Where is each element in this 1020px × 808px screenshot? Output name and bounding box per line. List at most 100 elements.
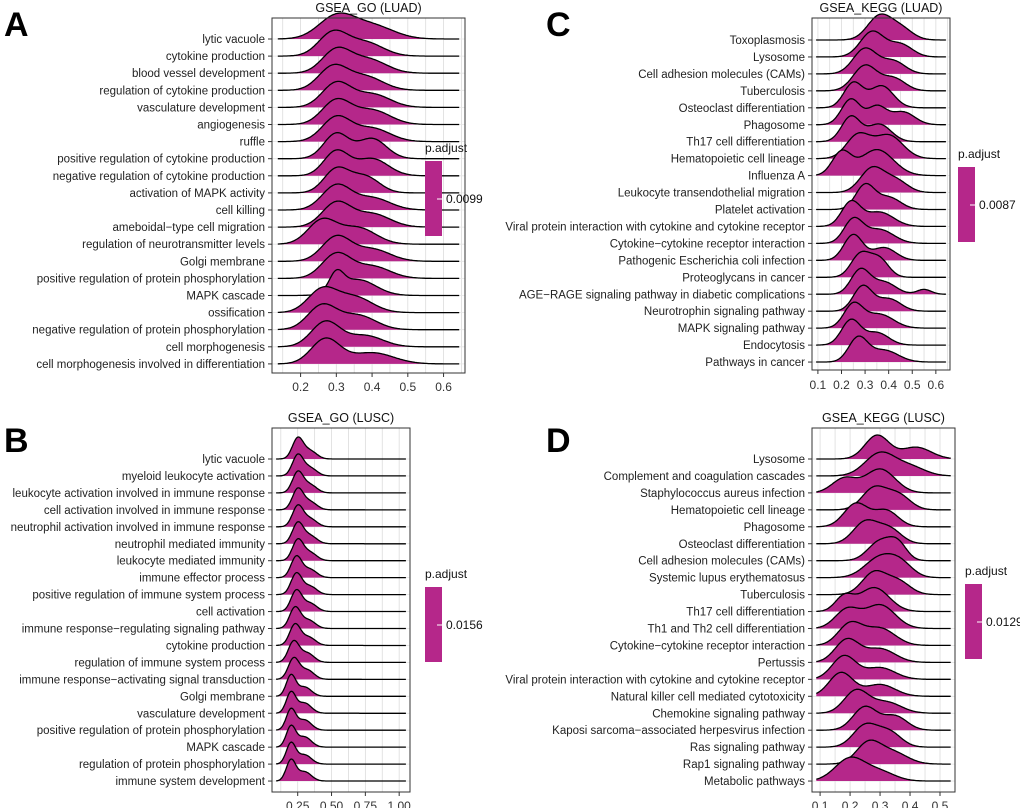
ridge-line xyxy=(276,521,406,545)
ridge-line xyxy=(816,468,951,494)
ridge-fill xyxy=(816,672,951,697)
row-label: Toxoplasmosis xyxy=(730,35,806,47)
row-label: Osteoclast differentiation xyxy=(679,103,805,115)
x-tick-label: 0.2 xyxy=(292,380,309,394)
ridge-line xyxy=(816,603,951,630)
ridge-fill xyxy=(816,336,946,363)
ridge-line xyxy=(276,436,406,460)
ridge-fill xyxy=(276,538,406,561)
ridge-line xyxy=(816,13,946,41)
x-tick-label: 0.6 xyxy=(435,380,452,394)
ridge-line xyxy=(816,434,951,460)
x-tick-label: 0.2 xyxy=(833,378,850,392)
ridge-line xyxy=(276,605,406,630)
row-label: positive regulation of immune system pro… xyxy=(32,590,265,602)
row-label: Cytokine−cytokine receptor interaction xyxy=(610,238,805,250)
ridge-line xyxy=(276,758,406,782)
ridge-fill xyxy=(816,519,951,544)
ridge-fill xyxy=(816,285,946,312)
x-tick-label: 0.4 xyxy=(880,378,897,392)
ridge-line xyxy=(277,217,460,245)
row-label: Hematopoietic cell lineage xyxy=(671,154,805,166)
ridge-line xyxy=(276,741,406,765)
ridge-line xyxy=(276,707,406,731)
ridge-line xyxy=(276,453,406,477)
ridge-fill xyxy=(277,218,460,245)
legend-value: 0.0156 xyxy=(446,618,483,632)
ridge-line xyxy=(816,519,951,545)
ridge-fill xyxy=(277,13,460,39)
ridge-fill xyxy=(816,251,946,278)
row-label: lytic vacuole xyxy=(202,454,265,466)
ridge-line xyxy=(816,115,946,143)
row-label: cytokine production xyxy=(166,51,265,63)
row-label: positive regulation of protein phosphory… xyxy=(37,273,265,285)
ridge-fill xyxy=(276,742,406,765)
x-tick-label: 0.1 xyxy=(810,378,827,392)
row-label: Viral protein interaction with cytokine … xyxy=(505,221,805,233)
ridge-line xyxy=(276,504,406,528)
ridge-fill xyxy=(816,655,951,680)
row-label: Complement and coagulation cascades xyxy=(604,471,806,483)
row-label: Pathways in cancer xyxy=(705,357,805,369)
row-label: Kaposi sarcoma−associated herpesvirus in… xyxy=(552,725,805,737)
x-tick-label: 0.50 xyxy=(320,799,344,808)
row-label: Th17 cell differentiation xyxy=(686,137,805,149)
row-label: Metabolic pathways xyxy=(704,776,805,788)
ridge-fill xyxy=(276,623,406,646)
row-label: regulation of neurotransmitter levels xyxy=(82,239,265,251)
ridge-line xyxy=(277,63,460,91)
ridge-fill xyxy=(816,536,951,561)
ridge-fill xyxy=(816,468,951,493)
legend-title: p.adjust xyxy=(958,147,1001,161)
ridge-line xyxy=(276,656,406,681)
row-label: cell killing xyxy=(216,205,265,217)
ridge-line xyxy=(816,552,951,579)
row-label: vasculature development xyxy=(137,708,266,720)
ridge-line xyxy=(816,182,946,211)
ridge-fill xyxy=(816,757,951,782)
row-label: Tuberculosis xyxy=(740,590,805,602)
ridge-line xyxy=(276,673,406,697)
plot-border xyxy=(811,427,956,793)
x-tick-label: 0.1 xyxy=(812,799,829,808)
ridge-line xyxy=(277,303,460,331)
legend-value: 0.0087 xyxy=(979,198,1016,212)
legend-colorbar xyxy=(965,584,982,659)
x-tick-label: 0.4 xyxy=(364,380,381,394)
row-label: Pertussis xyxy=(758,657,806,669)
ridge-line xyxy=(277,251,460,280)
x-tick-label: 1.00 xyxy=(387,799,411,808)
legend-value: 0.0129 xyxy=(986,615,1020,629)
plot-border xyxy=(271,17,466,374)
ridge-line xyxy=(277,337,460,365)
ridge-line xyxy=(816,318,946,346)
ridge-line xyxy=(276,538,406,562)
x-tick-label: 0.25 xyxy=(286,799,310,808)
x-tick-label: 0.2 xyxy=(842,799,859,808)
row-label: Golgi membrane xyxy=(180,691,265,703)
ridge-fill xyxy=(277,235,460,262)
ridge-line xyxy=(816,688,951,714)
row-label: blood vessel development xyxy=(132,68,266,80)
x-tick-label: 0.4 xyxy=(902,799,919,808)
ridge-line xyxy=(816,705,951,731)
ridge-line xyxy=(276,571,406,596)
row-label: Lysosome xyxy=(753,454,805,466)
row-label: Staphylococcus aureus infection xyxy=(640,488,805,500)
ridge-fill xyxy=(816,115,946,142)
panel-letter: B xyxy=(4,422,29,460)
ridge-fill xyxy=(277,166,460,193)
row-label: myeloid leukocyte activation xyxy=(122,471,265,483)
row-label: activation of MAPK activity xyxy=(130,188,266,200)
x-tick-label: 0.5 xyxy=(932,799,949,808)
panel-letter: D xyxy=(546,422,571,460)
panel-letter: C xyxy=(546,6,571,44)
row-label: Platelet activation xyxy=(715,205,805,217)
ridge-fill xyxy=(816,502,951,527)
ridge-line xyxy=(816,98,946,126)
ridge-line xyxy=(816,250,946,278)
ridge-line xyxy=(816,284,946,312)
row-label: Cytokine−cytokine receptor interaction xyxy=(610,640,805,652)
